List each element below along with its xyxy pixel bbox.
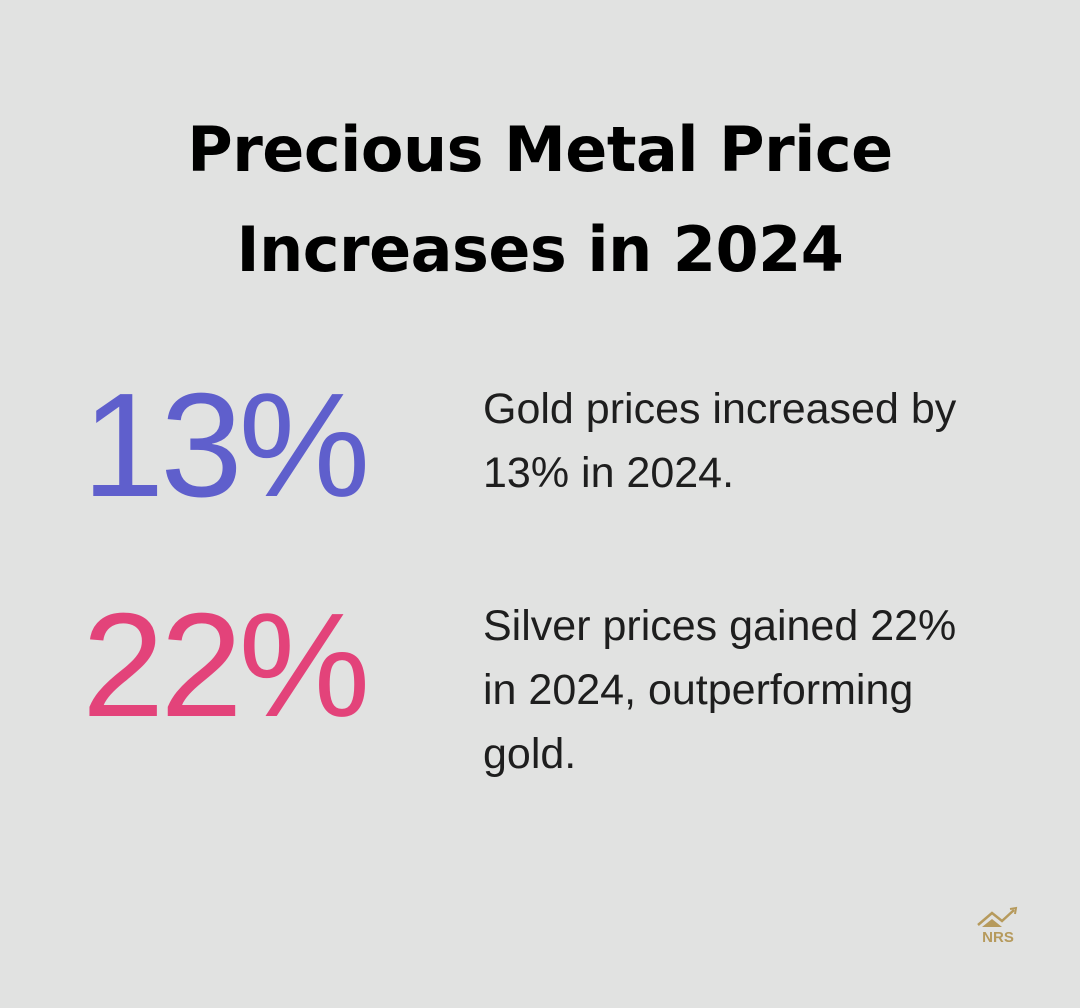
logo: NRS	[977, 906, 1018, 946]
logo-roof	[982, 919, 1002, 927]
logo-arrow	[1009, 906, 1018, 915]
title: Precious Metal Price Increases in 2024	[187, 113, 893, 286]
stat-description: Silver prices gained 22% in 2024, outper…	[483, 602, 957, 778]
stat-description: Gold prices increased by 13% in 2024.	[483, 385, 957, 497]
stat-value: 22%	[82, 583, 370, 748]
logo-icon	[977, 909, 1015, 926]
logo-text: NRS	[982, 929, 1014, 946]
stat-value: 13%	[82, 363, 370, 528]
